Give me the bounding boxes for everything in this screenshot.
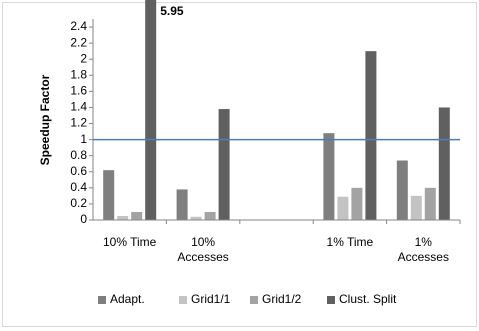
bar xyxy=(117,215,129,220)
legend-swatch xyxy=(179,296,187,304)
bar xyxy=(337,196,349,220)
bar xyxy=(204,211,216,220)
bar xyxy=(218,109,230,220)
y-tick-label: 1.2 xyxy=(70,116,87,130)
bar xyxy=(351,187,363,220)
y-tick-label: 2.4 xyxy=(70,19,87,33)
y-tick-label: 2 xyxy=(80,51,87,65)
bar xyxy=(396,160,408,220)
x-tick-label: 10% Time xyxy=(103,235,157,249)
bar xyxy=(131,211,143,220)
legend-label: Grid1/1 xyxy=(191,292,231,306)
plot xyxy=(103,0,450,220)
bar xyxy=(424,187,436,220)
data-label: 5.95 xyxy=(160,4,184,18)
y-tick-label: 2.2 xyxy=(70,35,87,49)
bar xyxy=(190,216,202,220)
legend-label: Adapt. xyxy=(110,292,145,306)
bar xyxy=(103,170,115,220)
y-tick-label: 1 xyxy=(80,132,87,146)
legend-label: Grid1/2 xyxy=(262,292,302,306)
legend-swatch xyxy=(98,296,106,304)
bar xyxy=(323,133,335,220)
legend-swatch xyxy=(250,296,258,304)
chart-frame xyxy=(2,2,477,327)
legend-label: Clust. Split xyxy=(339,292,397,306)
y-tick-label: 1.8 xyxy=(70,67,87,81)
y-tick-label: 1.6 xyxy=(70,84,87,98)
bar xyxy=(365,51,377,220)
y-tick-label: 0.2 xyxy=(70,196,87,210)
bar xyxy=(410,195,422,220)
bar xyxy=(145,0,157,220)
y-tick-label: 1.4 xyxy=(70,100,87,114)
y-tick-label: 0.6 xyxy=(70,164,87,178)
bar xyxy=(438,107,450,220)
y-tick-label: 0.4 xyxy=(70,180,87,194)
legend-swatch xyxy=(327,296,335,304)
y-tick-label: 0.8 xyxy=(70,148,87,162)
bar xyxy=(176,189,188,220)
y-axis-label: Speedup Factor xyxy=(38,74,52,165)
x-tick-label: 1% Accesses xyxy=(397,235,449,264)
y-tick-label: 0 xyxy=(80,212,87,226)
x-tick-label: 1% Time xyxy=(326,235,374,249)
x-tick-label: 10% Accesses xyxy=(177,235,229,264)
